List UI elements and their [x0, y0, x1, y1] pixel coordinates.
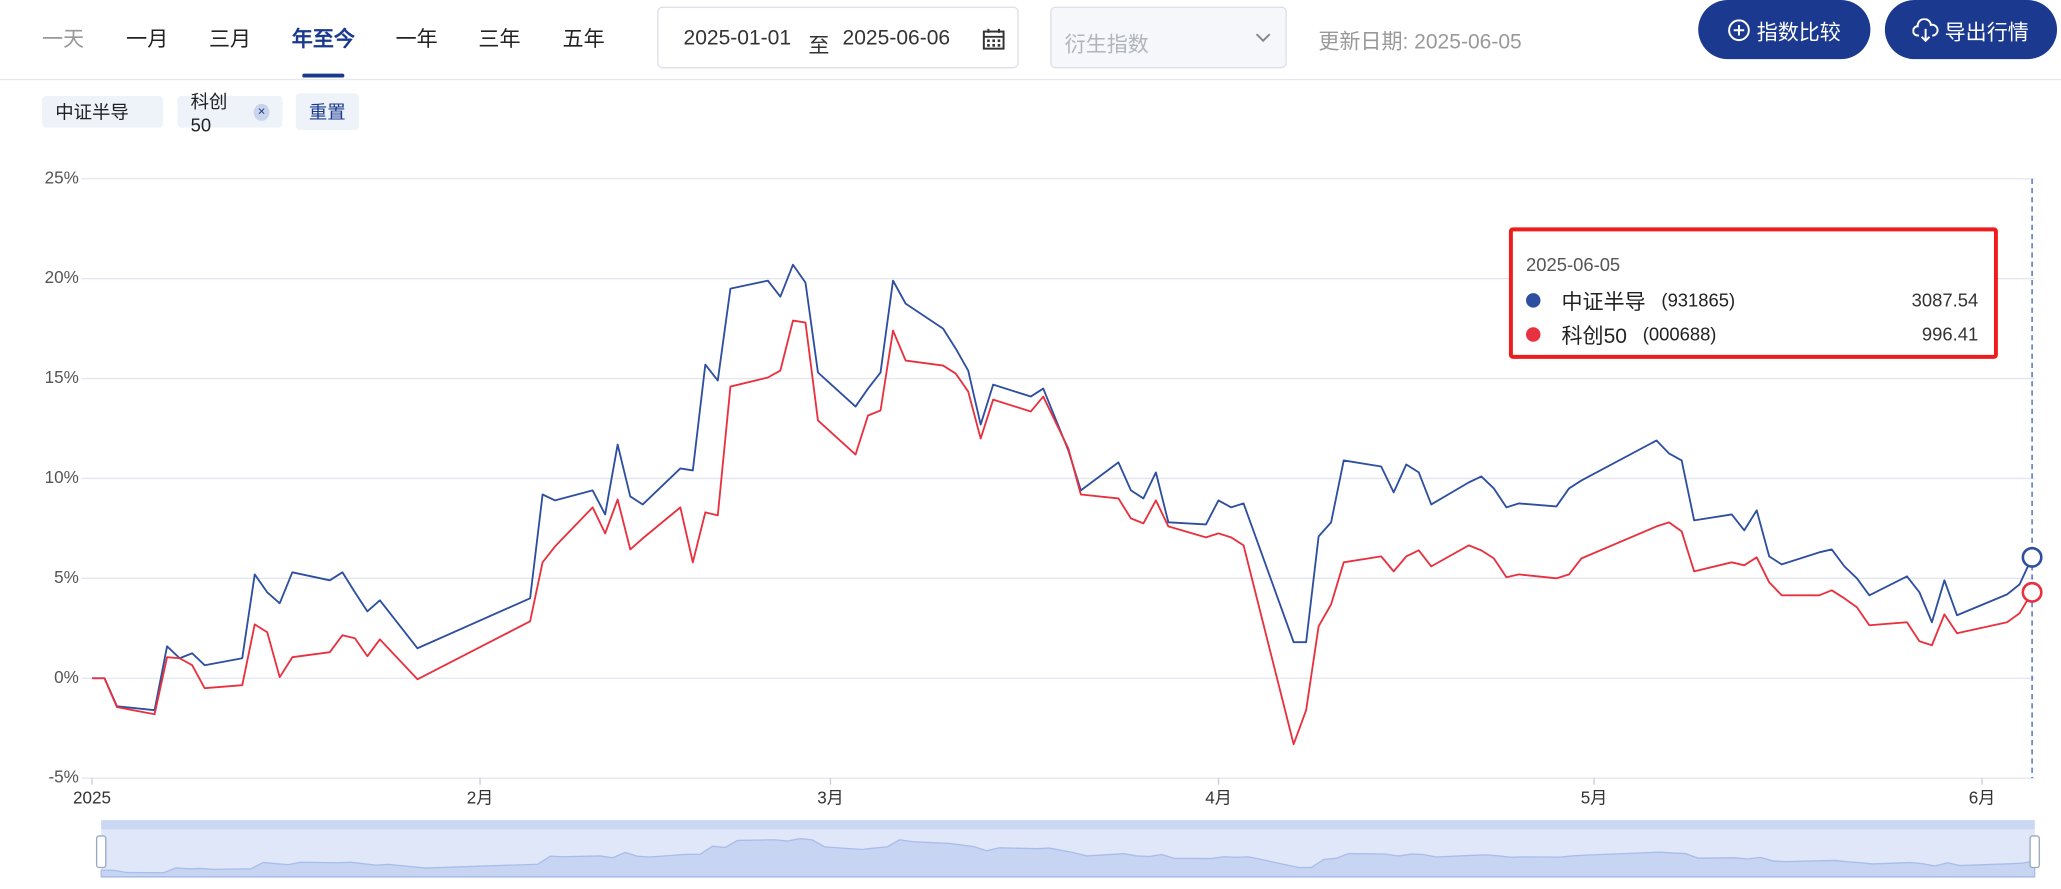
chevron-icon [1255, 33, 1271, 43]
x-tick-label: 3月 [817, 789, 844, 808]
y-tick-label: 5% [54, 568, 79, 587]
tab[interactable]: 一年 [395, 28, 438, 52]
tab[interactable]: 三年 [478, 28, 521, 52]
compare-button[interactable]: 指数比较 [1698, 0, 1871, 60]
update-date: 更新日期: 2025-06-05 [1318, 31, 1522, 54]
cloud-download-icon [1913, 17, 1940, 42]
end-marker [2021, 546, 2043, 568]
tag-label: 中证半导 [55, 101, 129, 123]
y-tick-label: 15% [45, 368, 79, 387]
series-code: (931865) [1661, 289, 1736, 311]
series-name: 中证半导 [1561, 291, 1646, 315]
tab[interactable]: 年至今 [292, 21, 355, 78]
date-separator: 至 [808, 35, 830, 58]
x-tick-label: 2025 [73, 789, 111, 808]
tab[interactable]: 三月 [208, 28, 252, 52]
series-code: (000688) [1642, 323, 1717, 345]
series-value: 3087.54 [1911, 289, 1979, 311]
tag-label: 科创50 [190, 90, 228, 136]
x-tick-label: 5月 [1581, 789, 1608, 808]
y-tick-label: 10% [45, 468, 79, 487]
tooltip: 2025-06-05 中证半导 (931865) 3087.54 科创50 (00068… [1508, 227, 1998, 359]
tab[interactable]: 五年 [562, 28, 605, 52]
y-tick-label: -5% [48, 768, 78, 787]
tooltip-date: 2025-06-05 [1526, 253, 1621, 275]
start-date: 2025-01-01 [683, 27, 792, 50]
tab-bar: 一天 一月 三月 年至今 一年 三年 五年 [0, 0, 631, 79]
series-line [92, 319, 2033, 746]
navigator-top-bar [101, 820, 2035, 830]
y-tick-label: 0% [54, 668, 79, 687]
plus-circle-icon [1728, 18, 1751, 41]
tooltip-row: 科创50 (000688) 996.41 [1526, 321, 1979, 349]
filter-tag: 中证半导 [42, 95, 163, 128]
tooltip-row: 中证半导 (931865) 3087.54 [1526, 287, 1979, 315]
date-range-picker[interactable]: 2025-01-01 至 2025-06-06 [657, 6, 1019, 69]
end-date: 2025-06-06 [842, 27, 951, 50]
legend-dot [1526, 292, 1541, 307]
end-marker [2021, 581, 2043, 603]
calendar-icon [982, 28, 1005, 50]
reset-button[interactable]: 重置 [295, 93, 359, 131]
series-name: 科创50 [1561, 325, 1627, 349]
tab[interactable]: 一月 [126, 28, 169, 52]
tab-underline [302, 73, 345, 78]
navigator-handle[interactable] [95, 835, 107, 869]
divider [0, 78, 2061, 81]
select-placeholder: 衍生指数 [1064, 34, 1149, 57]
x-tick-label: 4月 [1205, 789, 1232, 808]
x-tick-label: 6月 [1969, 789, 1996, 808]
reset-label: 重置 [308, 101, 346, 123]
navigator-handle[interactable] [2029, 835, 2040, 869]
legend-dot [1526, 326, 1541, 342]
export-button[interactable]: 导出行情 [1884, 0, 2058, 60]
filter-tag: 科创50 × [177, 91, 283, 135]
navigator-area [100, 837, 2036, 878]
y-tick-label: 20% [45, 268, 79, 287]
series-value: 996.41 [1921, 323, 1979, 345]
y-tick-label: 25% [45, 168, 79, 187]
x-tick-label: 2月 [467, 789, 494, 808]
index-select[interactable]: 衍生指数 [1050, 6, 1287, 69]
button-label: 导出行情 [1944, 21, 2029, 45]
button-label: 指数比较 [1756, 21, 1841, 45]
tab[interactable]: 一天 [42, 28, 85, 52]
tag-remove[interactable]: × [253, 103, 270, 121]
